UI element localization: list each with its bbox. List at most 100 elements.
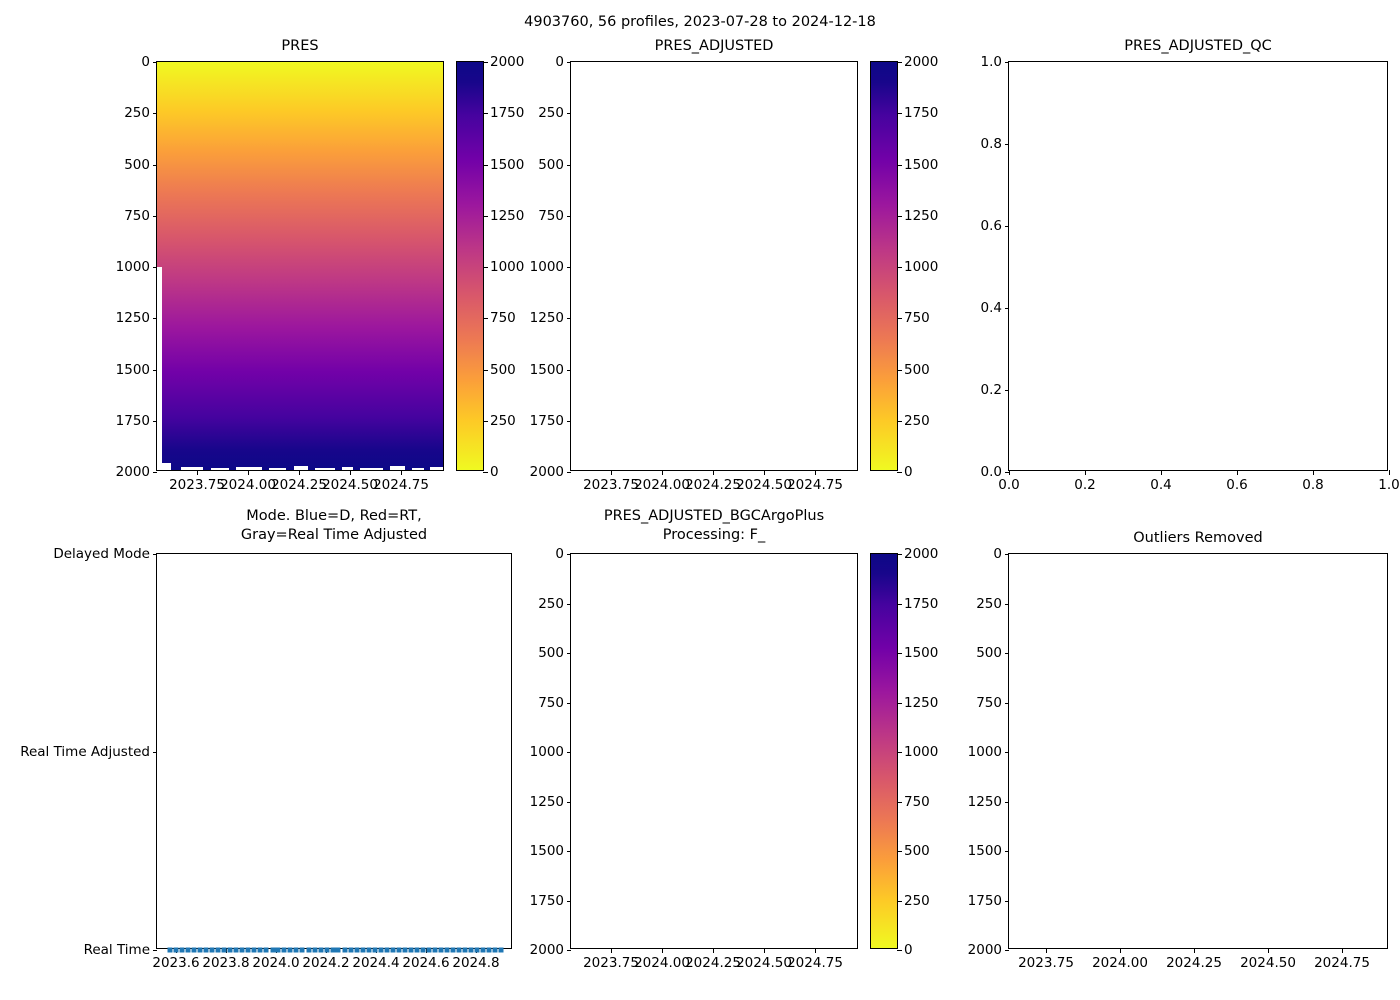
heatmap-notch <box>360 468 383 470</box>
mode-marker <box>203 947 209 953</box>
xtick-label: 2023.75 <box>169 477 225 493</box>
axes-title-mode-line1: Mode. Blue=D, Red=RT, <box>246 508 422 524</box>
mode-marker <box>354 947 360 953</box>
axes-outliers-removed[interactable]: Outliers Removed 0 250 500 750 1000 1250… <box>968 530 1388 971</box>
ytick-label: 750 <box>538 207 564 224</box>
ytick-label: 1.0 <box>980 54 1002 70</box>
colorbar-tick-label: 250 <box>904 892 930 909</box>
axes-pres-adjusted-bgcargoplus[interactable]: PRES_ADJUSTED_BGCArgoPlus Processing: F_ … <box>530 508 858 971</box>
xtick-label: 2024.00 <box>634 955 690 971</box>
ytick-label: 0 <box>555 546 564 562</box>
mode-marker <box>312 947 318 953</box>
mode-marker-series <box>157 554 511 953</box>
ytick-label: 250 <box>976 595 1002 612</box>
axes-mode[interactable]: Mode. Blue=D, Red=RT, Gray=Real Time Adju… <box>20 508 512 971</box>
axes-pres-adjusted[interactable]: PRES_ADJUSTED 0 250 500 750 1000 1250 15… <box>530 38 858 493</box>
xtick-label: 2024.25 <box>271 477 327 493</box>
mode-marker <box>293 947 299 953</box>
ytick-label: 0 <box>141 54 150 70</box>
heatmap-notch <box>294 466 308 470</box>
colorbar-tick-label: 0 <box>490 464 499 480</box>
colorbar-tick-label: 1500 <box>904 645 939 661</box>
ytick-label: 1500 <box>967 843 1002 859</box>
ytick-label: 750 <box>124 207 150 224</box>
xtick-label: 2024.00 <box>220 477 276 493</box>
colorbar-tick-label: 2000 <box>904 54 939 70</box>
axes-title-bgcargoplus: PRES_ADJUSTED_BGCArgoPlus Processing: F_ <box>571 507 857 544</box>
mode-marker <box>299 947 305 953</box>
axes-title-pres-adjusted: PRES_ADJUSTED <box>654 38 774 54</box>
colorbar-tick-label: 1500 <box>490 156 525 173</box>
xtick-label: 2024.0 <box>252 955 300 971</box>
heatmap-notch <box>181 467 203 470</box>
mode-marker <box>450 947 456 953</box>
colorbar-tick-label: 2000 <box>490 54 525 70</box>
mode-marker <box>444 947 450 953</box>
colorbar-bgcargoplus[interactable]: 0 250 500 750 1000 1250 1500 1750 2000 <box>870 546 938 958</box>
ytick-label: 250 <box>538 105 564 122</box>
xtick-label: 0.0 <box>998 477 1020 493</box>
mode-marker <box>396 947 402 953</box>
xtick-label: 2024.75 <box>1314 955 1370 971</box>
xtick-label: 0.2 <box>1074 477 1096 493</box>
xtick-label: 2024.2 <box>302 955 350 971</box>
colorbar-tick-label: 1000 <box>490 259 525 275</box>
heatmap-gap-left <box>157 267 162 470</box>
ytick-label: 2000 <box>115 464 150 480</box>
mode-marker <box>432 947 438 953</box>
ytick-label: 0.6 <box>980 218 1002 234</box>
colorbar-pres[interactable]: 0 250 500 750 1000 1250 1500 1750 2000 <box>456 54 524 480</box>
colorbar-tick-label: 750 <box>490 310 516 327</box>
ytick-label: 1750 <box>967 892 1002 909</box>
xtick-label: 2023.6 <box>152 955 200 971</box>
xtick-label: 2023.75 <box>1018 955 1074 971</box>
xtick-label: 2024.50 <box>1240 955 1296 971</box>
colorbar-pres-adjusted[interactable]: 0 250 500 750 1000 1250 1500 1750 2000 <box>870 54 938 480</box>
colorbar-tick-label: 2000 <box>904 546 939 562</box>
ytick-label: 750 <box>976 694 1002 711</box>
ytick-label: 1750 <box>529 412 564 429</box>
xtick-label: 2024.4 <box>352 955 400 971</box>
xtick-label: 2024.25 <box>1166 955 1222 971</box>
ytick-label: 1250 <box>529 310 564 327</box>
colorbar-tick-label: 500 <box>904 843 930 859</box>
xtick-label: 2024.50 <box>736 477 792 493</box>
ytick-label: 1500 <box>529 843 564 859</box>
ytick-label: 250 <box>124 105 150 122</box>
ytick-label: 1000 <box>115 259 150 275</box>
mode-marker <box>227 947 233 953</box>
xtick-label: 2024.75 <box>787 955 843 971</box>
mode-marker <box>438 947 444 953</box>
ytick-label: 1750 <box>115 412 150 429</box>
mode-marker <box>498 947 504 953</box>
ytick-label: 2000 <box>529 942 564 958</box>
mode-marker <box>366 947 372 953</box>
mode-marker <box>257 947 263 953</box>
colorbar-tick-label: 250 <box>490 412 516 429</box>
ytick-label: 0.0 <box>980 464 1002 480</box>
heatmap-notch <box>342 467 353 470</box>
axes-pres-adjusted-qc[interactable]: PRES_ADJUSTED_QC 0.0 0.2 0.4 0.6 0.8 1.0… <box>981 38 1400 493</box>
mode-marker <box>179 947 185 953</box>
pres-heatmap <box>157 62 443 470</box>
mode-marker <box>318 947 324 953</box>
mode-marker <box>420 947 426 953</box>
heatmap-notch <box>315 468 335 470</box>
mode-marker <box>245 947 251 953</box>
axes-pres[interactable]: PRES 0 250 500 750 1000 1250 <box>116 38 444 493</box>
colorbar-tick-label: 500 <box>904 361 930 378</box>
ytick-label: 500 <box>538 645 564 661</box>
ytick-label: 1000 <box>529 259 564 275</box>
ytick-label: 0 <box>555 54 564 70</box>
mode-marker <box>426 947 432 953</box>
xtick-label: 2023.75 <box>583 955 639 971</box>
ytick-label: 0.2 <box>980 382 1002 398</box>
mode-marker <box>263 947 269 953</box>
axes-title-pres: PRES <box>281 38 319 54</box>
ytick-label: 750 <box>538 694 564 711</box>
ytick-label: 1250 <box>967 793 1002 810</box>
ytick-label: 1250 <box>115 310 150 327</box>
colorbar-tick-label: 1250 <box>490 207 525 224</box>
ytick-label-real-time: Real Time <box>83 942 150 958</box>
